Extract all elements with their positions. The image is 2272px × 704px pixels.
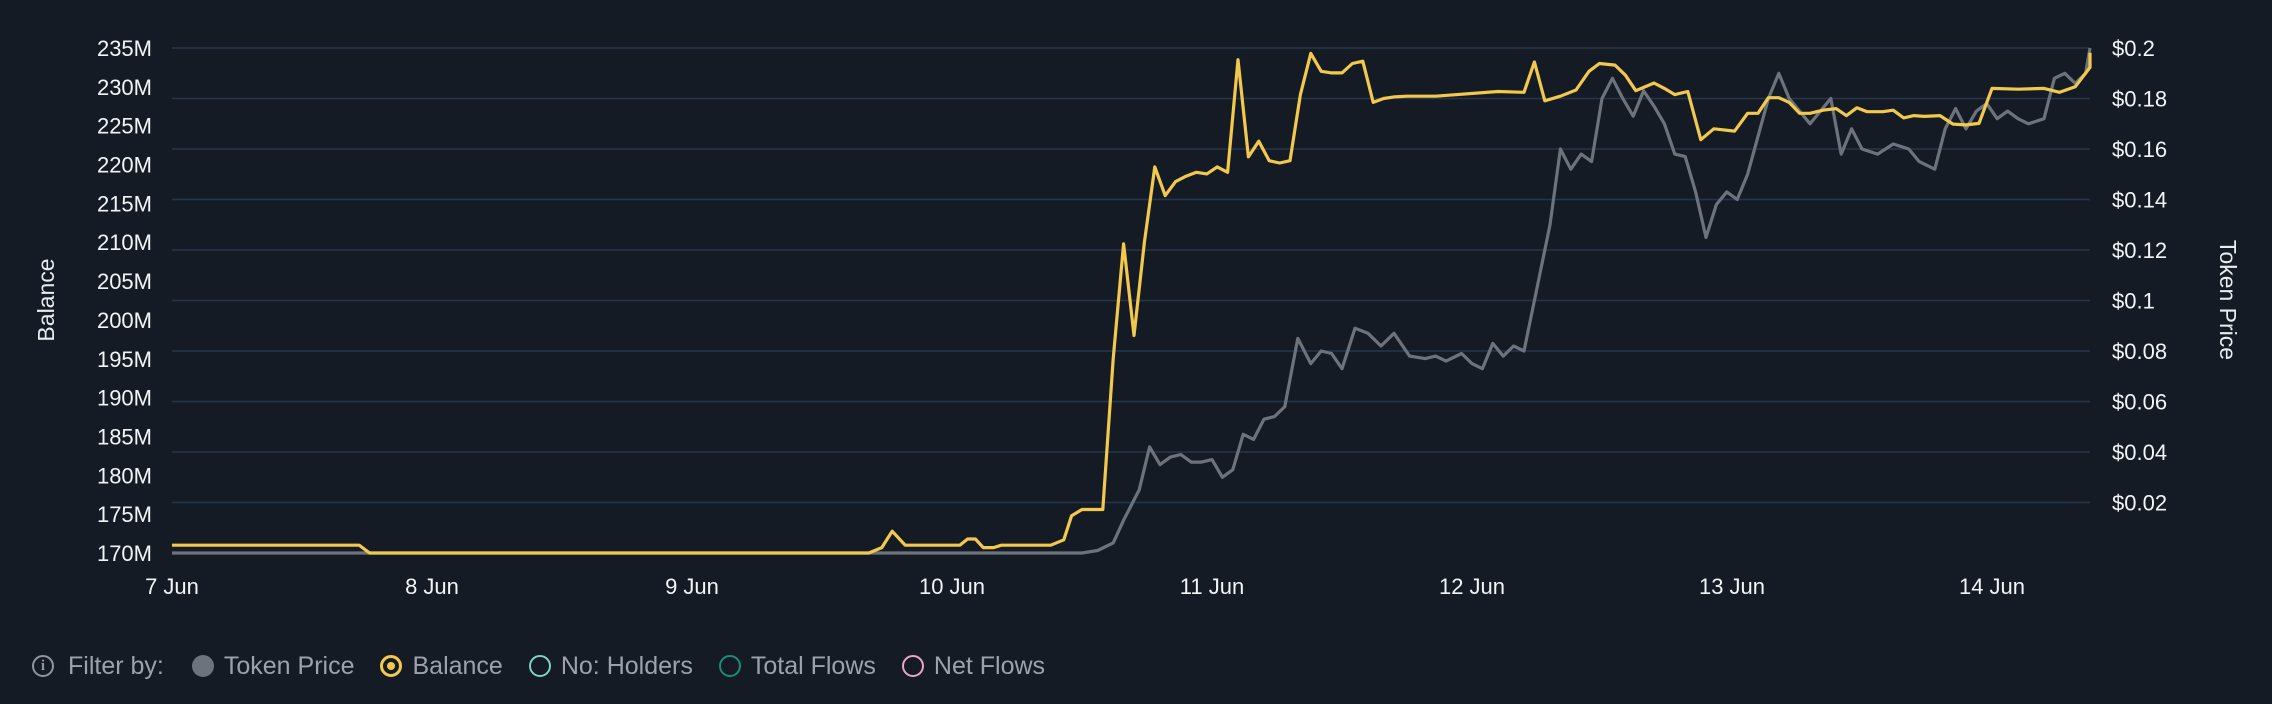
y-left-tick-label: 230M [97, 75, 152, 100]
legend: i Filter by: Token Price Balance No: Hol… [32, 650, 1071, 682]
y-left-tick-label: 195M [97, 347, 152, 372]
legend-label: Net Flows [933, 651, 1046, 680]
y-right-tick-label: $0.04 [2112, 440, 2167, 465]
token-price-dot-icon [191, 655, 214, 677]
y-left-tick-label: 210M [97, 230, 152, 255]
info-icon: i [32, 655, 54, 677]
y-left-tick-label: 225M [97, 114, 152, 139]
x-tick-label: 10 Jun [919, 574, 985, 599]
y-right-tick-label: $0.16 [2112, 137, 2167, 162]
series-balance [172, 51, 2092, 555]
x-tick-label: 8 Jun [405, 574, 459, 599]
no-holders-dot-icon [528, 655, 551, 677]
y-right-tick-label: $0.14 [2112, 188, 2167, 213]
chart: 235M 230M 225M 220M 215M 210M 205M 200M 195M 190M… [33, 36, 2241, 599]
y-axis-left-title: Balance [33, 258, 59, 341]
total-flows-dot-icon [718, 655, 741, 677]
y-axis-left-ticks: 235M 230M 225M 220M 215M 210M 205M 200M 195M 190M… [97, 36, 152, 566]
x-tick-label: 9 Jun [665, 574, 719, 599]
y-right-tick-label: $0.02 [2112, 491, 2167, 516]
y-left-tick-label: 185M [97, 424, 152, 449]
legend-item-net-flows[interactable]: Net Flows [901, 651, 1046, 681]
legend-item-total-flows[interactable]: Total Flows [718, 651, 876, 681]
series-lines [172, 47, 2092, 555]
balance-dot-icon [380, 655, 403, 677]
legend-label: Total Flows [750, 651, 876, 680]
x-tick-label: 12 Jun [1439, 574, 1505, 599]
x-tick-label: 11 Jun [1180, 574, 1244, 599]
legend-label: Balance [412, 651, 503, 680]
x-tick-label: 14 Jun [1959, 574, 2025, 599]
y-left-tick-label: 215M [97, 191, 152, 216]
legend-item-no-holders[interactable]: No: Holders [528, 651, 693, 681]
net-flows-dot-icon [901, 655, 924, 677]
x-tick-label: 13 Jun [1699, 574, 1765, 599]
y-right-tick-label: $0.1 [2112, 289, 2155, 314]
y-left-tick-label: 205M [97, 269, 152, 294]
series-token-price [172, 47, 2092, 555]
filter-label: Filter by: [68, 651, 164, 680]
y-left-tick-label: 175M [97, 502, 152, 527]
y-left-tick-label: 180M [97, 463, 152, 488]
y-left-tick-label: 190M [97, 386, 152, 411]
legend-item-balance[interactable]: Balance [380, 651, 503, 681]
legend-label: Token Price [223, 651, 355, 680]
y-left-tick-label: 170M [97, 541, 152, 566]
y-left-tick-label: 220M [97, 153, 152, 178]
y-right-tick-label: $0.12 [2112, 238, 2167, 263]
y-right-tick-label: $0.08 [2112, 339, 2167, 364]
y-axis-right-title: Token Price [2215, 240, 2241, 360]
legend-label: No: Holders [560, 651, 693, 680]
y-left-tick-label: 235M [97, 36, 152, 61]
y-right-tick-label: $0.06 [2112, 390, 2167, 415]
x-axis-ticks: 7 Jun 8 Jun 9 Jun 10 Jun 11 Jun 12 Jun 13 Jun 1… [145, 574, 2025, 599]
y-right-tick-label: $0.18 [2112, 87, 2167, 112]
filter-by: i Filter by: [32, 652, 164, 681]
y-right-tick-label: $0.2 [2112, 36, 2155, 61]
y-axis-right-ticks: $0.2 $0.18 $0.16 $0.14 $0.12 $0.1 $0.08 $0.06 $0… [2112, 36, 2167, 516]
legend-item-token-price[interactable]: Token Price [191, 651, 355, 681]
y-left-tick-label: 200M [97, 308, 152, 333]
x-tick-label: 7 Jun [145, 574, 199, 599]
